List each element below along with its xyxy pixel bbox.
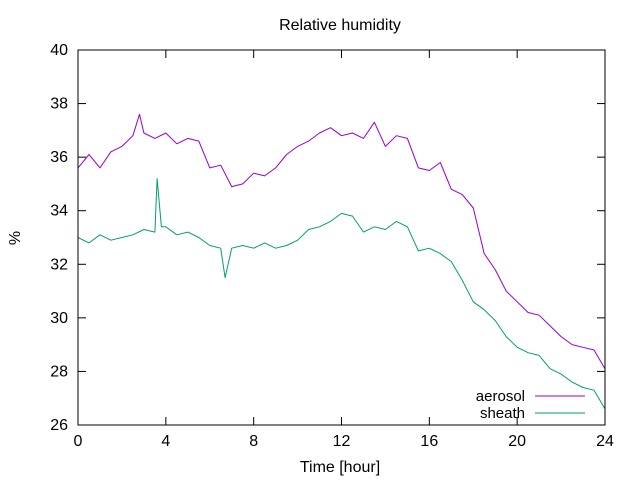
x-tick-label: 0 <box>74 433 83 450</box>
x-tick-label: 16 <box>420 433 438 450</box>
plot-frame <box>77 49 606 426</box>
x-tick-label: 12 <box>333 433 351 450</box>
x-tick-label: 8 <box>249 433 258 450</box>
y-tick-label: 26 <box>50 417 68 434</box>
y-tick-label: 36 <box>50 149 68 166</box>
series-line-sheath <box>77 178 606 410</box>
y-tick-label: 30 <box>50 310 68 327</box>
series-layer <box>77 113 606 410</box>
series-line-aerosol <box>77 113 606 369</box>
y-tick-label: 34 <box>50 203 68 220</box>
y-tick-label: 40 <box>50 42 68 59</box>
x-axis-label: Time [hour] <box>300 459 380 476</box>
ticks-layer: 0 4 8 12 16 20 24 26 28 30 32 34 36 38 40 <box>50 42 614 450</box>
y-axis-label: % <box>7 231 24 245</box>
y-tick-label: 28 <box>50 363 68 380</box>
x-tick-label: 4 <box>161 433 170 450</box>
y-tick-label: 32 <box>50 256 68 273</box>
legend-label-aerosol: aerosol <box>476 388 525 405</box>
y-tick-label: 38 <box>50 96 68 113</box>
chart-title: Relative humidity <box>279 17 401 34</box>
x-tick-label: 24 <box>596 433 614 450</box>
x-tick-label: 20 <box>508 433 526 450</box>
legend-label-sheath: sheath <box>480 405 525 422</box>
